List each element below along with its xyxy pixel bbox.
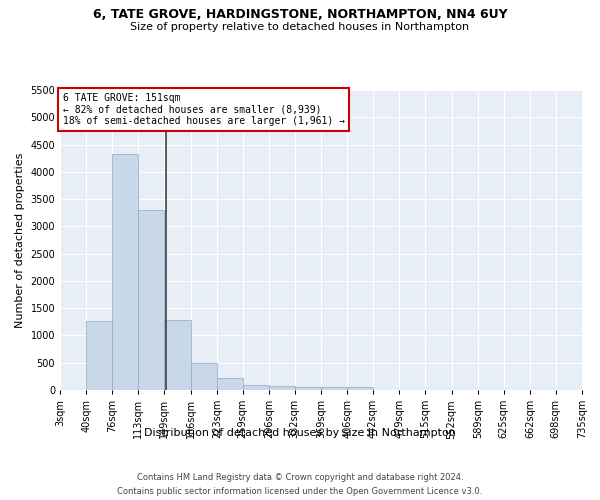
Text: Size of property relative to detached houses in Northampton: Size of property relative to detached ho… (130, 22, 470, 32)
Text: Distribution of detached houses by size in Northampton: Distribution of detached houses by size … (144, 428, 456, 438)
Text: 6, TATE GROVE, HARDINGSTONE, NORTHAMPTON, NN4 6UY: 6, TATE GROVE, HARDINGSTONE, NORTHAMPTON… (92, 8, 508, 20)
Bar (269, 386, 295, 390)
Bar (347, 387, 373, 390)
Text: 6 TATE GROVE: 151sqm
← 82% of detached houses are smaller (8,939)
18% of semi-de: 6 TATE GROVE: 151sqm ← 82% of detached h… (62, 93, 344, 126)
Bar (191, 364, 217, 390)
Bar (112, 154, 139, 390)
Text: Contains public sector information licensed under the Open Government Licence v3: Contains public sector information licen… (118, 488, 482, 496)
Text: Contains HM Land Registry data © Crown copyright and database right 2024.: Contains HM Land Registry data © Crown c… (137, 472, 463, 482)
Bar (217, 378, 242, 390)
Bar (164, 320, 191, 390)
Bar (242, 385, 269, 390)
Bar (139, 210, 164, 390)
Y-axis label: Number of detached properties: Number of detached properties (15, 152, 25, 328)
Bar (321, 387, 347, 390)
Bar (86, 320, 112, 390)
Bar (295, 387, 321, 390)
